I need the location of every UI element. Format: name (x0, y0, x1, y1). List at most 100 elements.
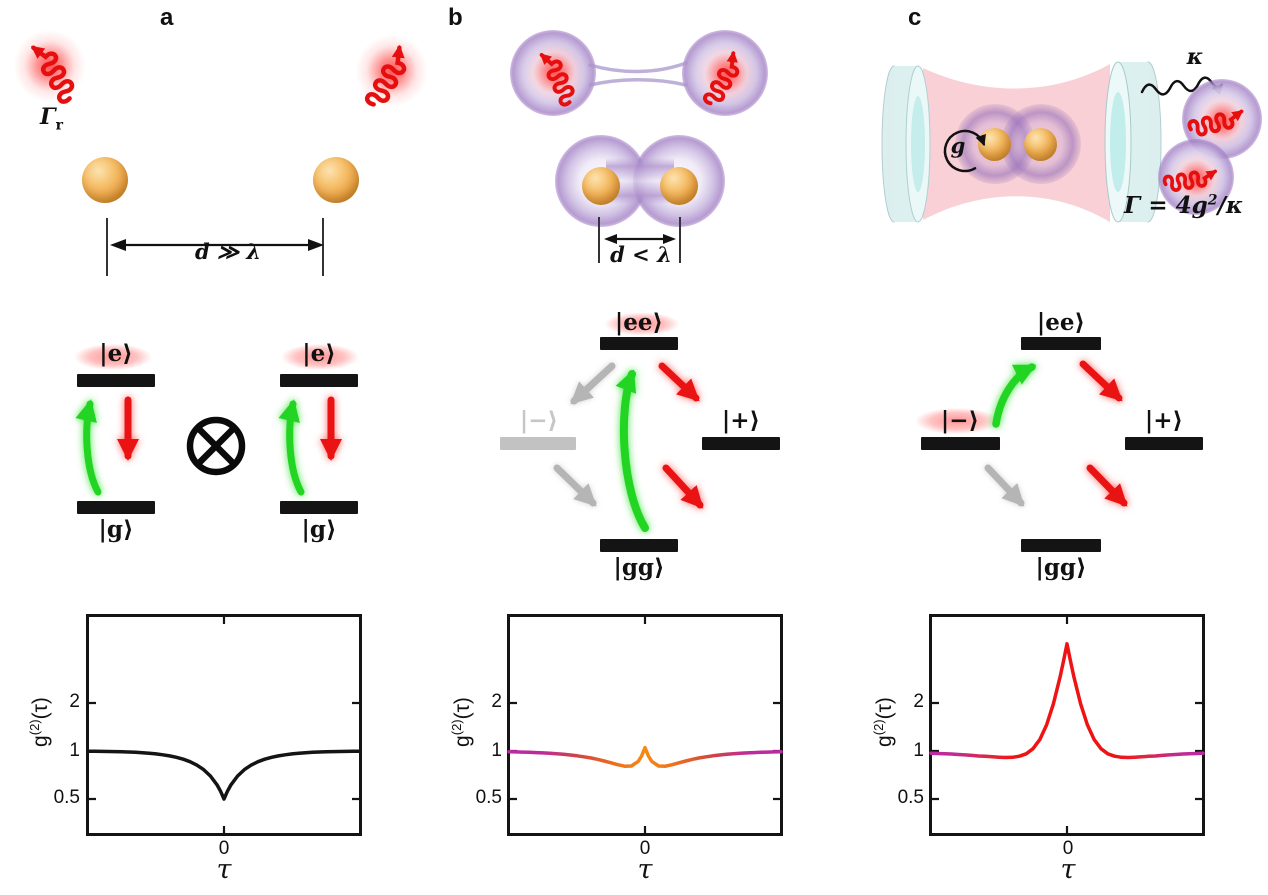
gamma-rate-equation: Γ = 4g2/κ (1124, 192, 1268, 219)
energy-level-e (280, 374, 358, 387)
photon-squiggle-arrow (703, 50, 740, 106)
excited-state-glow (63, 340, 163, 374)
photon-squiggle-arrow (1187, 109, 1244, 137)
kappa-label: κ (1186, 44, 1204, 70)
state-label-ee: |ee⟩ (614, 309, 664, 336)
ylabel-sup: (2) (27, 719, 42, 736)
panel-a-transition-arrows (75, 396, 342, 496)
decay-arrow-ee-minus (570, 362, 616, 405)
panel-a-label: a (160, 4, 174, 31)
distance-marker-line (106, 218, 108, 276)
distance-marker-line (679, 217, 681, 263)
ytick-1: 1 (491, 740, 502, 761)
photon-wavepacket-icon (1187, 93, 1250, 149)
decay-arrow-minus-gg (553, 464, 597, 507)
state-label-minus: |−⟩ (519, 407, 559, 434)
photon-squiggle-arrow (30, 45, 75, 104)
photon-wavepacket-icon (355, 35, 428, 107)
state-label-g: |g⟩ (98, 516, 134, 543)
ylabel-arg: (τ) (451, 697, 474, 720)
g2-plot-a (86, 614, 362, 836)
excited-state-glow (270, 340, 370, 374)
ylabel-base: g (873, 735, 896, 747)
bridge-bottom-edge (588, 78, 688, 87)
bridge-top-edge (588, 61, 688, 74)
mirror-front-face (905, 65, 931, 223)
plot-frame (507, 614, 783, 836)
pump-arrow-up (75, 399, 102, 496)
panel-b-label: b (448, 4, 463, 31)
mirror-glow (911, 96, 925, 192)
state-label-gg: |gg⟩ (1035, 554, 1087, 581)
x-axis-label: τ (637, 854, 653, 885)
distance-label: d ≫ λ (194, 239, 261, 264)
ylabel-base: g (451, 735, 474, 747)
g2-plot-c (929, 614, 1205, 836)
arrowhead-left (604, 234, 617, 244)
state-label-gg: |gg⟩ (613, 554, 665, 581)
axis-ticks (508, 615, 782, 835)
distance-marker-line (322, 218, 324, 276)
ylabel-sup: (2) (449, 719, 464, 736)
state-label-minus: |−⟩ (940, 407, 980, 434)
decay-arrow-ee-plus (658, 362, 700, 402)
atom-sphere (660, 167, 698, 205)
panel-b-transition-arrows (553, 362, 704, 532)
arrowhead-right (663, 234, 676, 244)
x-axis-label: τ (1060, 854, 1076, 885)
state-label-plus: |+⟩ (1144, 407, 1184, 434)
gamma-eq-sup: 2 (1207, 192, 1218, 209)
arrowhead-right (308, 239, 324, 251)
pump-arrow-gg-ee (615, 369, 649, 532)
ytick-1: 1 (69, 740, 80, 761)
ytick-2: 2 (491, 691, 502, 712)
photon-wavepacket-icon (1162, 152, 1223, 205)
energy-level-minus (500, 437, 576, 450)
arrowhead-left (110, 239, 126, 251)
photon-squiggle-arrow (1162, 169, 1218, 192)
ylabel-base: g (29, 735, 52, 747)
pump-arrow-up (278, 399, 305, 496)
decay-arrow-ee-plus (1079, 360, 1123, 402)
mirror-glow (1110, 92, 1126, 192)
atom-sphere (313, 157, 359, 203)
g-circulation-arrow (943, 129, 986, 173)
state-label-e: |e⟩ (99, 340, 133, 367)
decay-arrow-minus-gg (984, 464, 1025, 507)
coupling-g-label: g (950, 133, 966, 158)
gamma-eq-pre: Γ = 4g (1124, 192, 1208, 219)
energy-level-e (77, 374, 155, 387)
halo-bridge (588, 61, 688, 87)
cavity-mirror-left (881, 65, 931, 223)
panel-c-transition-arrows (984, 360, 1128, 507)
tensor-product-icon (186, 416, 246, 476)
coupling-circle-arrow (943, 129, 986, 173)
xtick-0: 0 (639, 838, 651, 859)
energy-level-plus (1125, 437, 1203, 450)
excited-state-glow (594, 309, 690, 339)
state-label-g: |g⟩ (301, 516, 337, 543)
ytick-05: 0.5 (53, 787, 80, 808)
gamma-r-sub: r (55, 117, 64, 134)
photon-wavepacket-icon (13, 30, 86, 104)
gamma-r-base: Γ (40, 104, 56, 130)
g2-plot-b (507, 614, 783, 836)
energy-level-ee (1021, 337, 1101, 350)
gamma-eq-post: /κ (1217, 192, 1244, 219)
ylabel-arg: (τ) (29, 697, 52, 720)
distance-label: d < λ (610, 242, 672, 267)
pump-arrow-minus-ee (992, 363, 1037, 428)
photon-squiggle-arrow (539, 52, 575, 107)
energy-level-g (280, 501, 358, 514)
g2-curve (86, 749, 362, 801)
tensor-x2 (195, 425, 237, 467)
atom-sphere (82, 157, 128, 203)
g2-curve (929, 642, 1205, 760)
photon-wavepacket-icon (524, 42, 585, 107)
cavity-mirror-right (1104, 61, 1162, 223)
ytick-1: 1 (913, 740, 924, 761)
ylabel-sup: (2) (871, 719, 886, 736)
ytick-05: 0.5 (475, 787, 502, 808)
atom-sphere (1024, 128, 1057, 161)
g2-curve (507, 745, 783, 768)
